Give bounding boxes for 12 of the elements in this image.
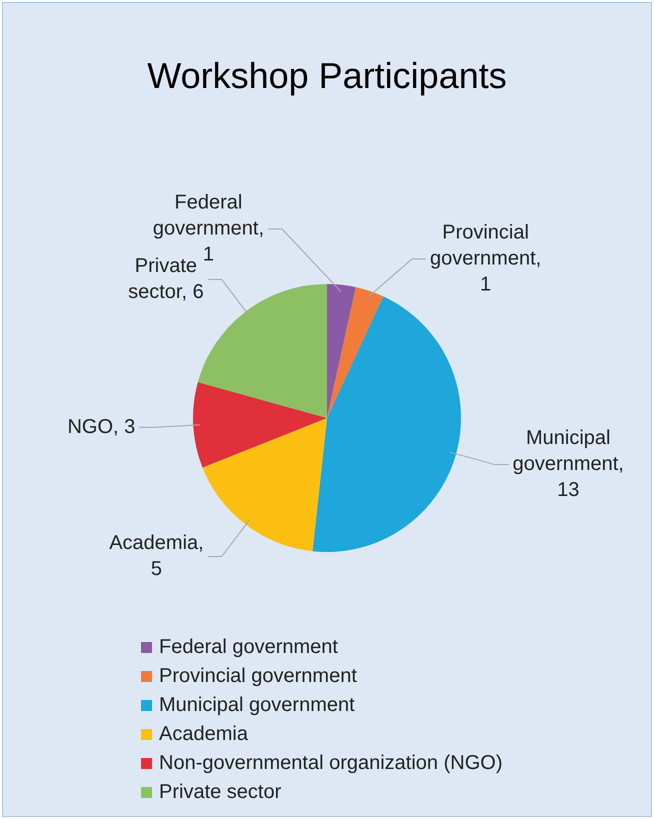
- data-label: Private sector, 6: [128, 254, 204, 303]
- data-label: NGO, 3: [67, 416, 136, 438]
- data-label: Provincial government, 1: [430, 222, 542, 296]
- legend-label: Private sector: [159, 781, 282, 804]
- chart-title: Workshop Participants: [146, 55, 508, 97]
- data-label: Municipal government, 13: [512, 427, 624, 502]
- legend-label: Federal government: [159, 636, 338, 659]
- legend-label: Academia: [159, 723, 248, 746]
- legend-label: Provincial government: [159, 665, 357, 688]
- legend-label: Municipal government: [159, 694, 355, 717]
- legend-label: Non-governmental organization (NGO): [159, 752, 502, 775]
- data-label: Academia, 5: [109, 532, 204, 580]
